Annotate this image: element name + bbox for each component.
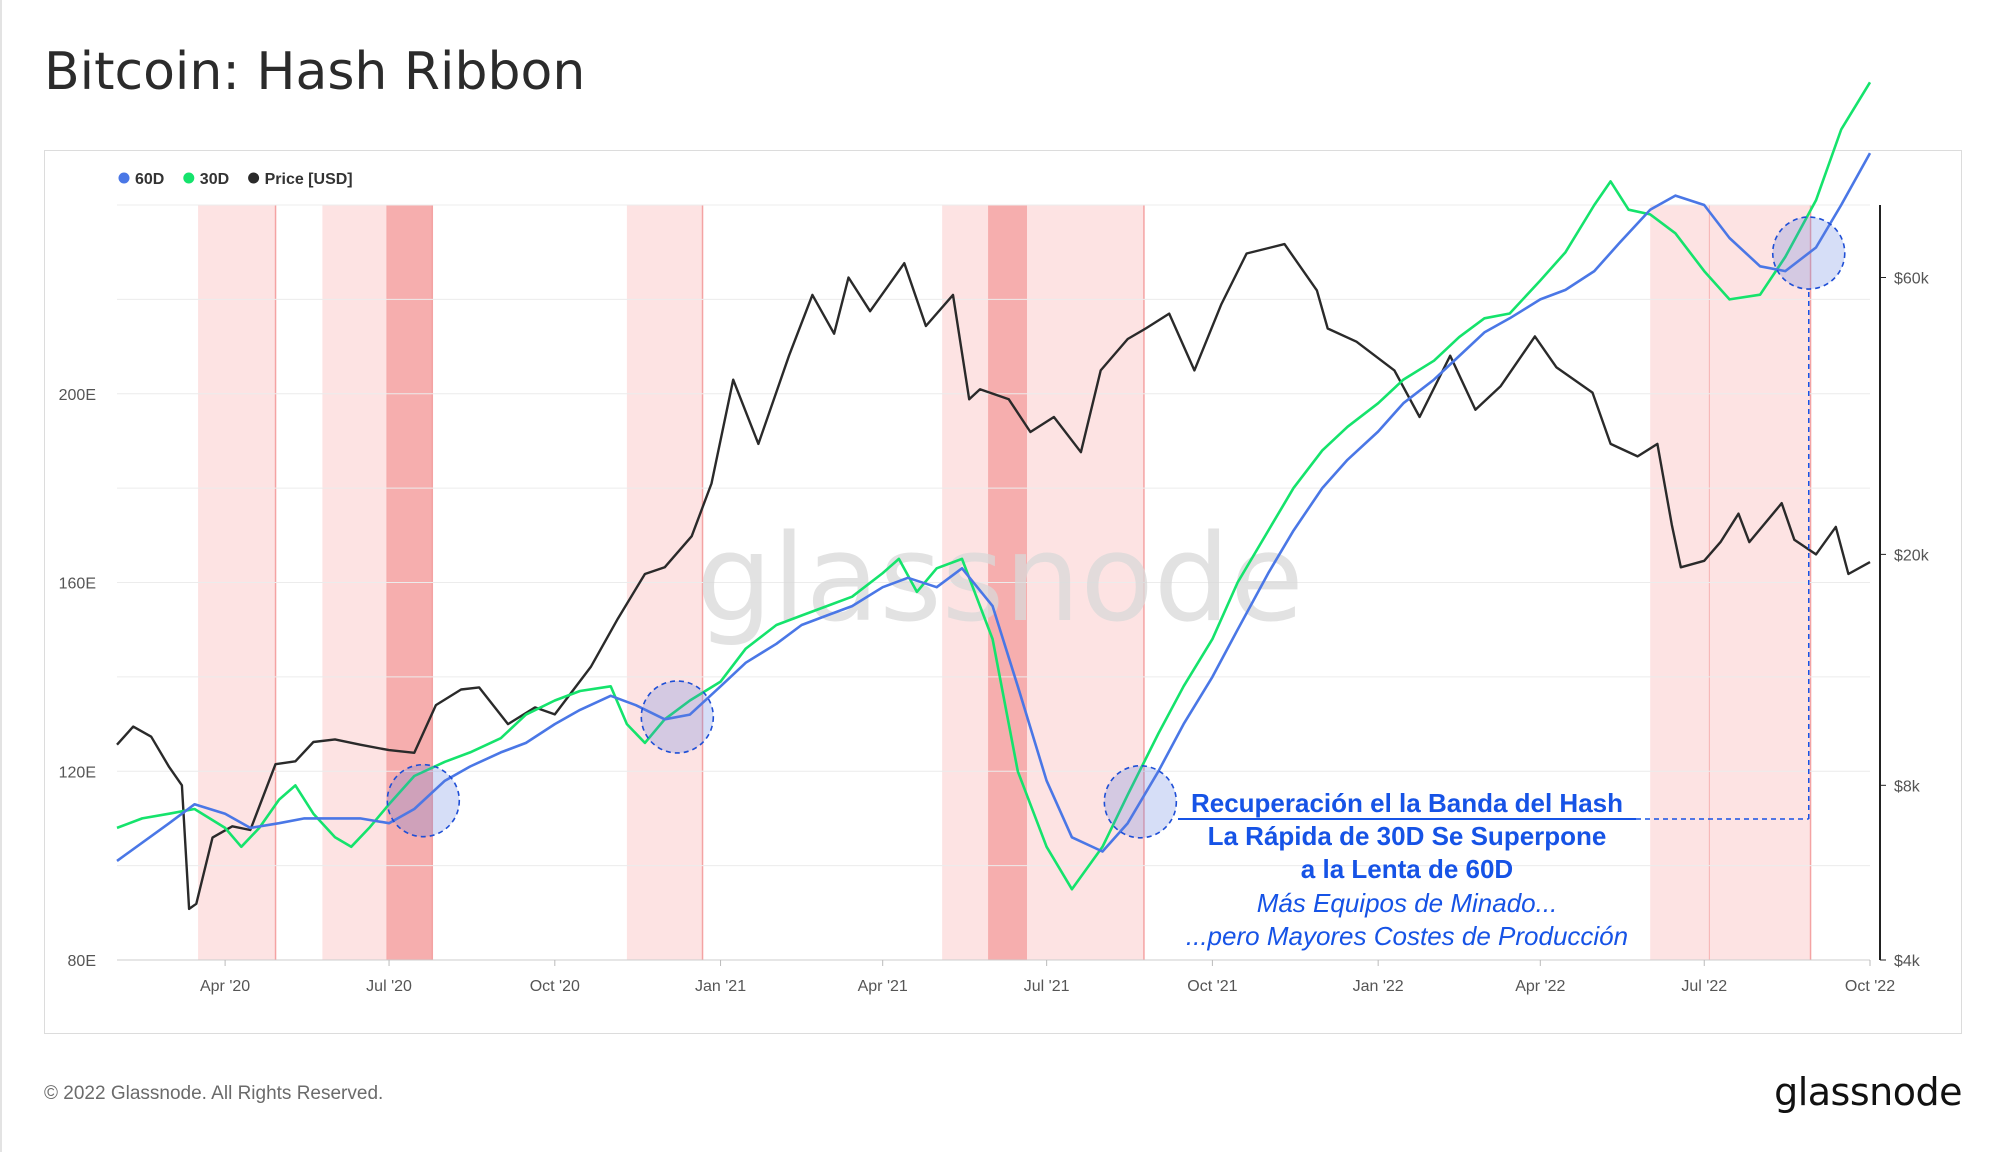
y-right-tick-label: $60k xyxy=(1894,271,1930,288)
series-lines xyxy=(116,81,1872,911)
x-tick-label: Apr '22 xyxy=(1515,978,1565,995)
page-left-border xyxy=(0,0,2,1152)
crossover-circle xyxy=(386,763,461,838)
y-right-tick-label: $4k xyxy=(1894,953,1921,970)
crossover-circle xyxy=(1103,764,1178,839)
x-tick-label: Oct '22 xyxy=(1845,978,1895,995)
crossover-circle xyxy=(640,680,715,754)
y-right-tick-label: $20k xyxy=(1894,547,1930,564)
x-tick-label: Apr '21 xyxy=(858,978,908,995)
x-tick-label: Jul '22 xyxy=(1681,978,1727,995)
x-tick-label: Jan '21 xyxy=(695,978,746,995)
axes: Apr '20 Jul '20 Oct '20 Jan '21 Apr '21 Jul '… xyxy=(59,205,1930,995)
legend-swatch xyxy=(118,172,130,184)
y-left-tick-label: 120E xyxy=(59,764,96,781)
y-right-tick-label: $8k xyxy=(1894,778,1921,795)
annotation-line: La Rápida de 30D Se Superpone xyxy=(1208,821,1607,851)
annotation-line: Recuperación el la Banda del Hash xyxy=(1191,788,1623,818)
series-line-60d xyxy=(116,152,1872,862)
chart-frame xyxy=(44,150,1962,1034)
brand-logo: glassnode xyxy=(1774,1070,1962,1114)
x-tick-label: Jan '22 xyxy=(1353,978,1404,995)
legend-label: Price [USD] xyxy=(265,171,353,188)
page-title: Bitcoin: Hash Ribbon xyxy=(44,42,586,102)
y-left-tick-label: 160E xyxy=(59,576,96,593)
copyright-text: © 2022 Glassnode. All Rights Reserved. xyxy=(44,1083,384,1104)
x-tick-label: Oct '21 xyxy=(1187,978,1237,995)
legend-label: 30D xyxy=(200,171,229,188)
x-tick-label: Jul '20 xyxy=(366,978,412,995)
legend-swatch xyxy=(183,172,195,184)
series-line-price xyxy=(116,242,1871,911)
annotation-line: Más Equipos de Minado... xyxy=(1257,888,1558,918)
series-line-30d xyxy=(116,81,1872,891)
annotation-line: ...pero Mayores Costes de Producción xyxy=(1186,921,1628,951)
crossover-circles xyxy=(386,216,1846,839)
annotation-line: a la Lenta de 60D xyxy=(1301,854,1513,884)
legend-label: 60D xyxy=(135,171,164,188)
legend-swatch xyxy=(248,172,260,184)
y-left-tick-label: 200E xyxy=(59,387,96,404)
x-tick-label: Oct '20 xyxy=(530,978,580,995)
crossover-circle xyxy=(1771,216,1846,290)
x-tick-label: Jul '21 xyxy=(1024,978,1070,995)
x-tick-label: Apr '20 xyxy=(200,978,250,995)
legend: 60D 30D Price [USD] xyxy=(118,171,353,188)
y-left-tick-label: 80E xyxy=(68,953,96,970)
